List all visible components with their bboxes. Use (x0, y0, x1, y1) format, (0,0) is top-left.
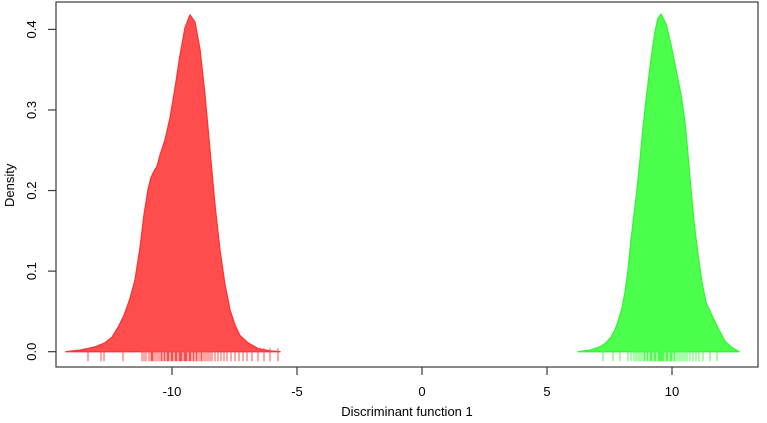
x-axis-tick-label: 5 (543, 384, 550, 399)
y-axis-tick-label: 0.3 (24, 101, 39, 119)
y-axis-title: Density (2, 163, 17, 207)
density-area-group-1 (65, 14, 281, 353)
x-axis-tick-label: 10 (665, 384, 679, 399)
density-area-group-2 (577, 13, 740, 353)
x-axis-title: Discriminant function 1 (341, 404, 473, 419)
x-axis-tick-label: -10 (163, 384, 182, 399)
y-axis-tick-label: 0.1 (24, 262, 39, 280)
y-axis-tick-label: 0.0 (24, 343, 39, 361)
y-axis-tick-label: 0.2 (24, 182, 39, 200)
y-axis-tick-label: 0.4 (24, 20, 39, 38)
plot-box (55, 1, 759, 368)
x-axis-tick-label: 0 (418, 384, 425, 399)
x-axis-tick-label: -5 (291, 384, 303, 399)
